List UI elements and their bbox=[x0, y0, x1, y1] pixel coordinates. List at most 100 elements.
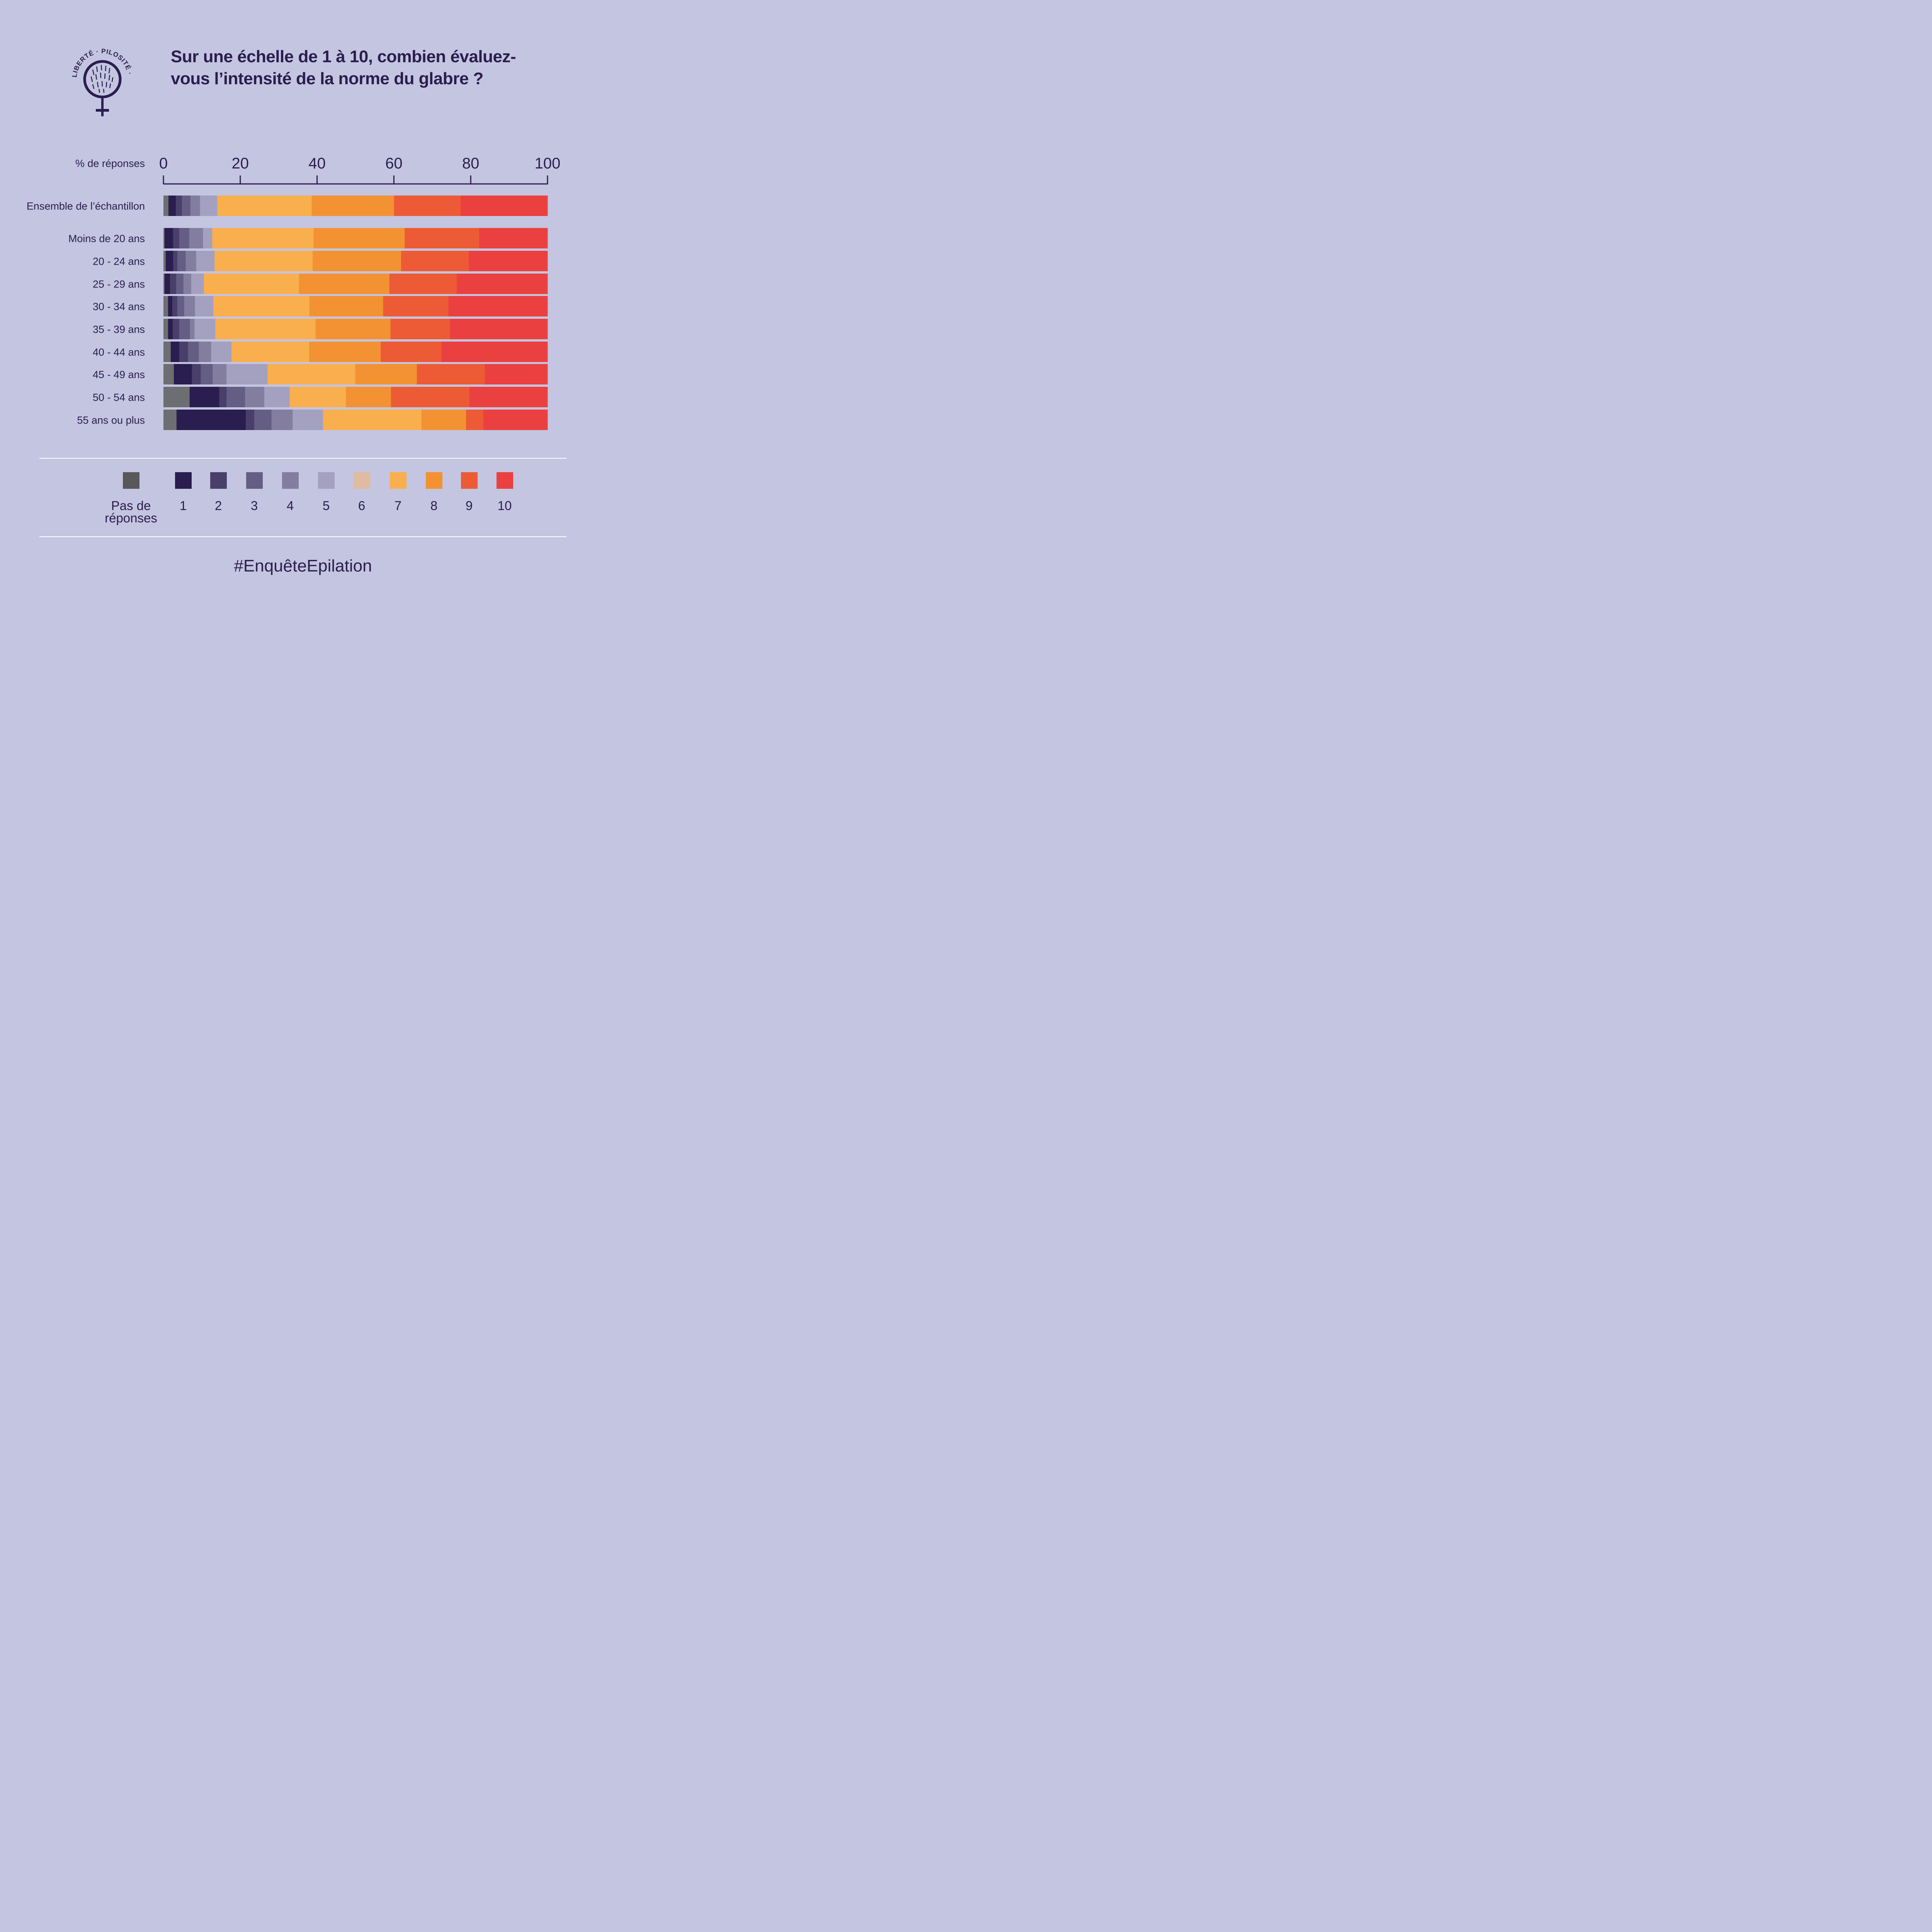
bar-segment-1 bbox=[168, 319, 173, 339]
bar-segment-10 bbox=[469, 251, 548, 271]
bar-segment-4 bbox=[190, 319, 195, 339]
bar-segment-5 bbox=[226, 364, 268, 384]
bar-segment-2 bbox=[173, 228, 180, 248]
bar-segment-pas-de-réponses bbox=[163, 410, 177, 430]
bar-segment-9 bbox=[417, 364, 485, 384]
bar-segment-pas-de-réponses bbox=[163, 364, 174, 384]
category-label: 55 ans ou plus bbox=[77, 415, 145, 426]
bar-segment-2 bbox=[172, 296, 178, 316]
bar-segment-9 bbox=[390, 319, 451, 339]
bar-segment-1 bbox=[164, 228, 173, 248]
bar-segment-7 bbox=[204, 274, 299, 294]
legend-swatch bbox=[282, 472, 299, 489]
bar-segment-10 bbox=[485, 364, 548, 384]
legend-swatch bbox=[390, 472, 406, 489]
bar-segment-8 bbox=[421, 410, 466, 430]
category-label: 20 - 24 ans bbox=[93, 256, 145, 267]
bar-segment-2 bbox=[179, 342, 189, 362]
bar-segment-3 bbox=[254, 410, 272, 430]
bar-segment-7 bbox=[213, 296, 310, 316]
bar-segment-8 bbox=[311, 196, 395, 216]
bar-segment-8 bbox=[355, 364, 417, 384]
category-label: Moins de 20 ans bbox=[68, 233, 145, 245]
legend: Pas de réponses 1 2 3 4 5 6 7 8 9 10 bbox=[0, 469, 606, 527]
bar-segment-2 bbox=[219, 387, 227, 407]
bar-segment-2 bbox=[245, 410, 255, 430]
bar-segment-5 bbox=[293, 410, 323, 430]
category-label: 35 - 39 ans bbox=[93, 324, 145, 335]
bar-segment-pas-de-réponses bbox=[163, 319, 168, 339]
bar-segment-4 bbox=[245, 387, 265, 407]
logo-text-left: LIBERTÉ bbox=[71, 49, 95, 78]
bar-segment-9 bbox=[401, 251, 469, 271]
legend-swatch bbox=[497, 472, 513, 489]
bar-segment-2 bbox=[170, 274, 177, 294]
legend-label: 4 bbox=[286, 498, 294, 513]
bar-segment-2 bbox=[175, 196, 182, 216]
bar-segment-7 bbox=[217, 196, 312, 216]
bar-segment-1 bbox=[176, 410, 246, 430]
category-label: 40 - 44 ans bbox=[93, 347, 145, 358]
bar-segment-7 bbox=[289, 387, 346, 407]
bar-segment-10 bbox=[456, 274, 548, 294]
bar-segment-3 bbox=[177, 251, 186, 271]
bar-segment-7 bbox=[323, 410, 422, 430]
bar-segment-4 bbox=[185, 251, 197, 271]
bar-segment-2 bbox=[192, 364, 201, 384]
bar-segment-3 bbox=[177, 296, 185, 316]
x-axis-label: % de réponses bbox=[75, 158, 145, 169]
bar-segment-1 bbox=[173, 364, 192, 384]
hashtag: #EnquêteEpilation bbox=[234, 556, 372, 575]
x-tick-label: 40 bbox=[308, 155, 326, 172]
bar-segment-5 bbox=[200, 196, 218, 216]
bar-segment-5 bbox=[195, 296, 214, 316]
category-label: 50 - 54 ans bbox=[93, 392, 145, 403]
logo-text-right: SORORITÉ bbox=[66, 43, 68, 44]
svg-text:LIBERTÉ · PI: LIBERTÉ · PILOSITÉ · SORORITÉ bbox=[66, 43, 134, 78]
bar-segment-4 bbox=[189, 228, 203, 248]
bar-segment-10 bbox=[460, 196, 548, 216]
bar-segment-3 bbox=[182, 196, 191, 216]
legend-swatch bbox=[426, 472, 442, 489]
bar-segment-4 bbox=[213, 364, 227, 384]
bar-segment-10 bbox=[448, 296, 548, 316]
bar-segment-3 bbox=[201, 364, 213, 384]
bar-segment-2 bbox=[172, 319, 180, 339]
bar-segment-10 bbox=[441, 342, 548, 362]
bar-segment-9 bbox=[389, 274, 457, 294]
bar-segment-5 bbox=[203, 228, 213, 248]
bar-segment-pas-de-réponses bbox=[163, 387, 190, 407]
bar-segment-3 bbox=[176, 274, 184, 294]
x-tick-label: 80 bbox=[462, 155, 480, 172]
category-label: 45 - 49 ans bbox=[93, 369, 145, 381]
legend-label: 8 bbox=[430, 498, 438, 513]
venus-hair-icon: LIBERTÉ · PILOSITÉ · SORORITÉ bbox=[63, 37, 134, 116]
bar-segment-8 bbox=[313, 251, 401, 271]
x-tick-label: 0 bbox=[159, 155, 168, 172]
bar-segment-3 bbox=[179, 228, 190, 248]
legend-label: 10 bbox=[497, 498, 512, 513]
bar-segment-pas-de-réponses bbox=[163, 342, 171, 362]
legend-label: 1 bbox=[179, 498, 187, 513]
divider-top bbox=[39, 458, 566, 459]
bar-segment-8 bbox=[309, 296, 384, 316]
legend-label: 7 bbox=[394, 498, 402, 513]
category-label: 25 - 29 ans bbox=[93, 279, 145, 290]
bar-segment-5 bbox=[194, 319, 216, 339]
legend-swatch bbox=[354, 472, 370, 489]
bar-segment-3 bbox=[188, 342, 199, 362]
bar-segment-8 bbox=[346, 387, 391, 407]
x-tick-label: 60 bbox=[385, 155, 403, 172]
legend-label: 9 bbox=[465, 498, 473, 513]
bar-segment-10 bbox=[469, 387, 548, 407]
legend-swatch bbox=[175, 472, 192, 489]
bar-segment-9 bbox=[466, 410, 484, 430]
legend-label: 2 bbox=[214, 498, 222, 513]
bar-segment-2 bbox=[173, 251, 178, 271]
bar-segment-3 bbox=[226, 387, 245, 407]
bar-segment-8 bbox=[313, 228, 405, 248]
bar-segment-9 bbox=[383, 296, 449, 316]
bar-segment-5 bbox=[264, 387, 290, 407]
bar-segment-7 bbox=[215, 319, 316, 339]
bar-segment-pas-de-réponses bbox=[163, 296, 168, 316]
